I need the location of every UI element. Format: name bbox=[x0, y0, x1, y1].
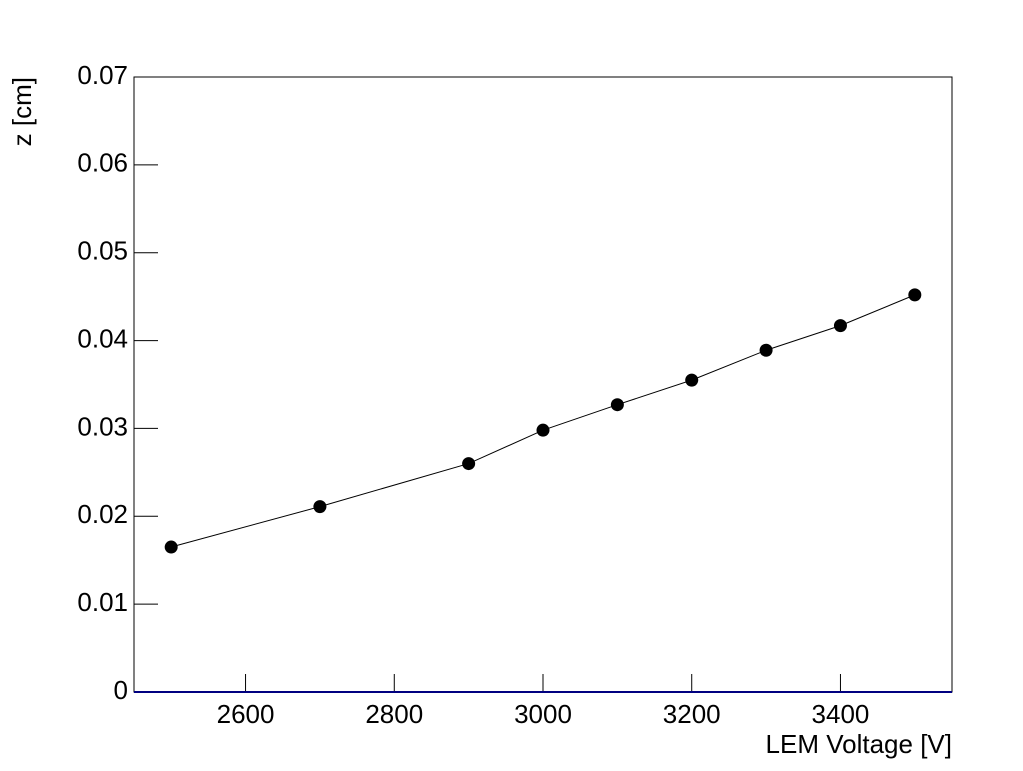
x-tick-label: 3000 bbox=[514, 699, 572, 729]
y-tick-label: 0.07 bbox=[77, 60, 128, 90]
y-tick-label: 0.02 bbox=[77, 499, 128, 529]
x-axis-title: LEM Voltage [V] bbox=[766, 729, 952, 759]
data-point bbox=[462, 457, 476, 471]
data-point bbox=[908, 288, 922, 302]
x-tick-label: 3200 bbox=[663, 699, 721, 729]
data-point bbox=[759, 343, 773, 357]
y-tick-label: 0.01 bbox=[77, 587, 128, 617]
y-tick-label: 0 bbox=[114, 675, 128, 705]
x-tick-label: 2800 bbox=[365, 699, 423, 729]
plot-frame bbox=[133, 76, 953, 693]
x-tick-label: 3400 bbox=[812, 699, 870, 729]
data-point bbox=[164, 540, 178, 554]
data-point bbox=[685, 373, 699, 387]
data-point bbox=[313, 500, 327, 514]
data-line bbox=[171, 294, 916, 548]
y-tick-label: 0.03 bbox=[77, 411, 128, 441]
y-tick-label: 0.04 bbox=[77, 323, 128, 353]
y-tick-label: 0.06 bbox=[77, 148, 128, 178]
y-tick-label: 0.05 bbox=[77, 236, 128, 266]
x-tick-label: 2600 bbox=[217, 699, 275, 729]
data-point bbox=[536, 423, 550, 437]
data-point bbox=[833, 319, 847, 333]
y-axis-title: z [cm] bbox=[7, 77, 37, 146]
data-point bbox=[610, 398, 624, 412]
